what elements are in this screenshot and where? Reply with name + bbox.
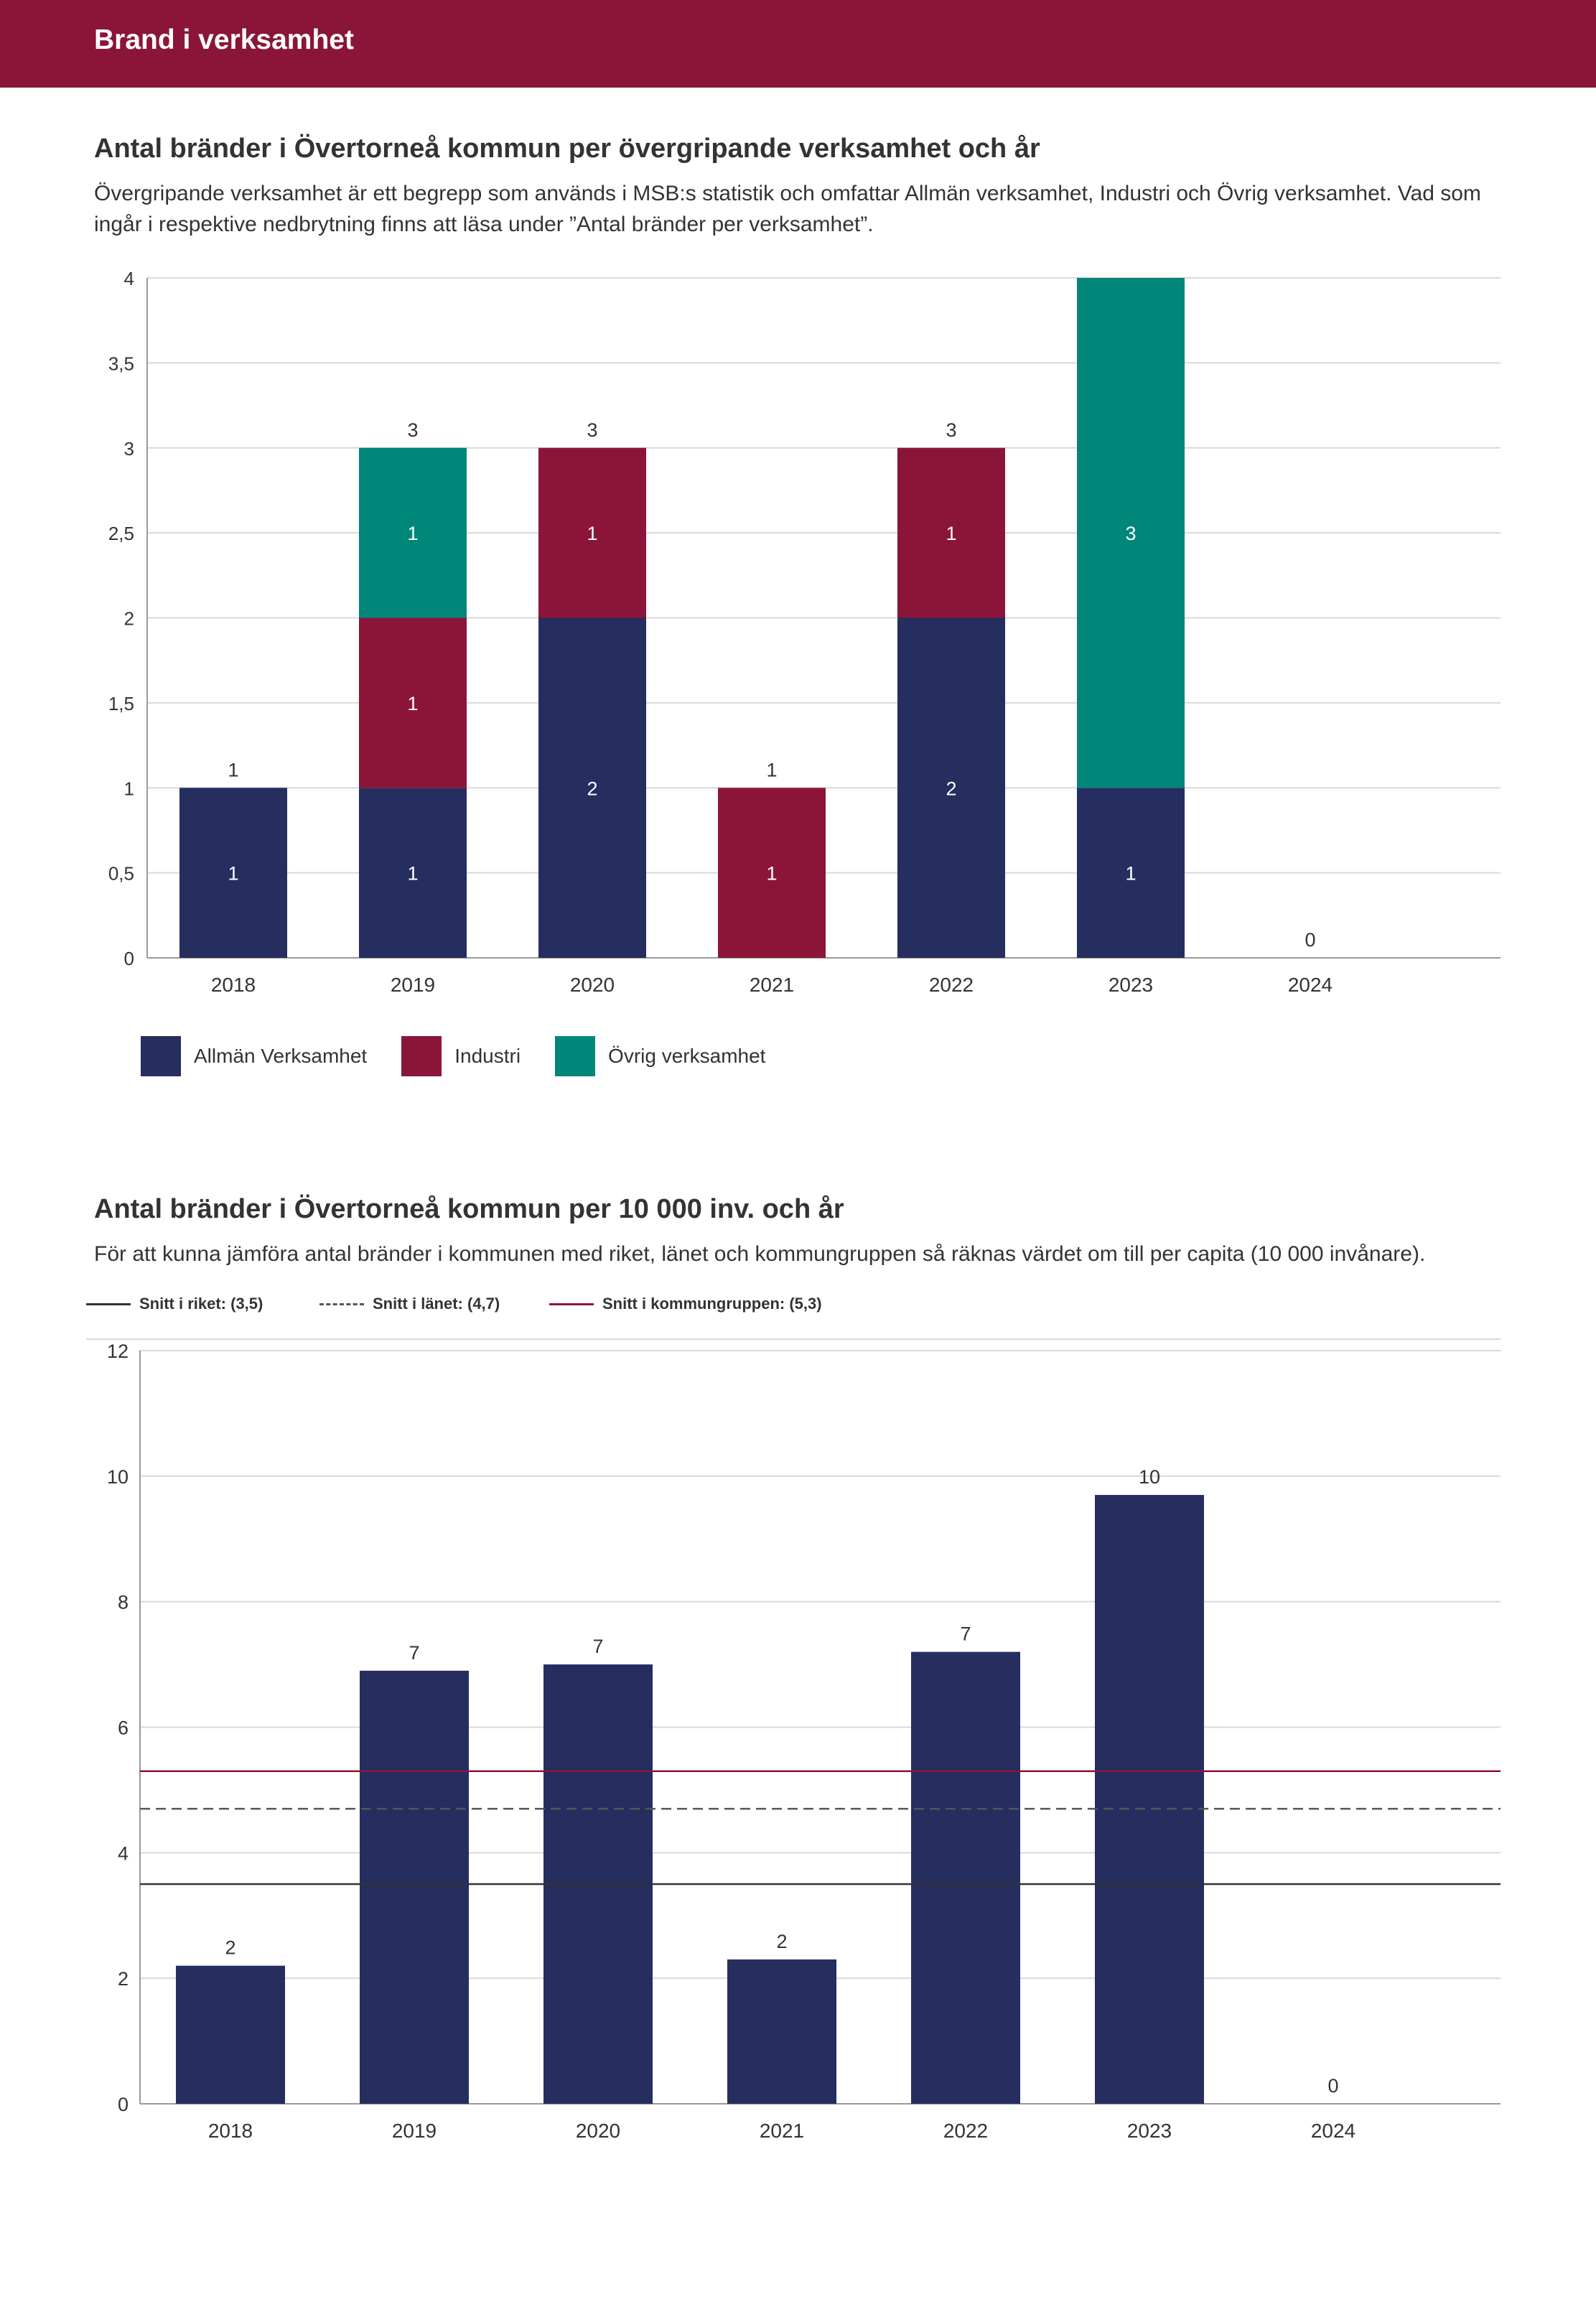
total-label: 1 [766, 759, 777, 780]
bar [1095, 1495, 1204, 2104]
header-title: Brand i verksamhet [94, 24, 354, 55]
bar-segment [718, 788, 826, 958]
ref-legend-kommungrupp-label: Snitt i kommungruppen: (5,3) [602, 1295, 822, 1313]
bar [727, 1959, 836, 2104]
y-tick-label: 3,5 [108, 353, 134, 374]
y-tick-label: 1 [124, 778, 134, 799]
x-tick-label: 2020 [570, 974, 615, 996]
y-tick-label: 8 [118, 1592, 129, 1613]
bar-segment [359, 788, 467, 958]
bar-segment [179, 788, 287, 958]
segment-label: 1 [1125, 863, 1136, 885]
y-tick-label: 6 [118, 1718, 129, 1739]
y-tick-label: 0,5 [108, 863, 134, 885]
bar-segment [1077, 788, 1185, 958]
total-label: 0 [1305, 929, 1315, 951]
total-label: 3 [946, 419, 956, 441]
y-tick-label: 2 [118, 1968, 129, 1990]
bar-segment [538, 617, 646, 958]
legend-label-industri: Industri [454, 1045, 521, 1067]
value-label: 7 [409, 1642, 419, 1664]
ref-legend-riket-label: Snitt i riket: (3,5) [139, 1295, 263, 1313]
y-tick-label: 10 [107, 1466, 129, 1488]
segment-label: 2 [587, 778, 597, 799]
x-tick-label: 2018 [211, 974, 256, 996]
ref-legend-lanet-line [319, 1302, 364, 1305]
bar [911, 1651, 1020, 2104]
bar-segment [359, 617, 467, 788]
ref-legend-kommungrupp: Snitt i kommungruppen: (5,3) [549, 1295, 822, 1313]
ref-legend-riket: Snitt i riket: (3,5) [86, 1295, 263, 1313]
ref-legend-lanet: Snitt i länet: (4,7) [319, 1295, 500, 1313]
value-label: 2 [776, 1931, 787, 1952]
legend-swatch-allman [141, 1036, 181, 1076]
x-tick-label: 2020 [576, 2120, 620, 2142]
total-label: 3 [407, 419, 418, 441]
segment-label: 1 [407, 693, 418, 714]
x-tick-label: 2019 [392, 2120, 437, 2142]
x-tick-label: 2018 [208, 2120, 253, 2142]
bar-segment [897, 447, 1005, 618]
x-tick-label: 2021 [750, 974, 794, 996]
segment-label: 1 [946, 523, 956, 544]
y-tick-label: 12 [107, 1341, 129, 1362]
ref-legend-lanet-label: Snitt i länet: (4,7) [373, 1295, 500, 1313]
x-tick-label: 2024 [1311, 2120, 1355, 2142]
y-tick-label: 4 [118, 1842, 129, 1864]
y-tick-label: 2,5 [108, 523, 134, 544]
bar-segment [359, 447, 467, 618]
x-tick-label: 2022 [929, 974, 974, 996]
x-tick-label: 2023 [1109, 974, 1153, 996]
value-label: 0 [1327, 2075, 1338, 2097]
y-tick-label: 0 [118, 2094, 129, 2115]
x-tick-label: 2019 [391, 974, 435, 996]
ref-legend-kommungrupp-line [549, 1302, 594, 1305]
stacked-bar-chart: 0 0,5 1 1,5 2 2,5 3 3,5 4 1 1 2018 1 1 1 3 2019 2 1 3 2020 1 1… [108, 268, 1501, 996]
segment-label: 1 [228, 863, 238, 885]
value-label: 7 [960, 1623, 971, 1645]
bar-segment [538, 447, 646, 618]
legend-label-allman: Allmän Verksamhet [194, 1045, 368, 1067]
bar-segment [1077, 278, 1185, 788]
x-tick-label: 2023 [1127, 2120, 1172, 2142]
value-label: 7 [592, 1636, 603, 1657]
total-label: 1 [228, 759, 238, 780]
y-tick-label: 0 [124, 948, 134, 969]
value-label: 2 [225, 1937, 235, 1959]
chart1-legend: Allmän Verksamhet Industri Övrig verksam… [141, 1036, 765, 1076]
bar [360, 1670, 469, 2104]
total-label: 3 [587, 419, 597, 441]
bar-segment [897, 617, 1005, 958]
legend-swatch-industri [401, 1036, 442, 1076]
segment-label: 1 [766, 863, 777, 885]
header-bar: Brand i verksamhet [0, 0, 1596, 88]
x-tick-label: 2022 [943, 2120, 988, 2142]
legend-label-ovrig: Övrig verksamhet [608, 1045, 766, 1067]
y-tick-label: 3 [124, 438, 134, 460]
segment-label: 1 [587, 523, 597, 544]
chart2-description: För att kunna jämföra antal bränder i ko… [94, 1242, 1426, 1266]
ref-legend-riket-line [86, 1302, 131, 1305]
bar [176, 1965, 285, 2104]
value-label: 10 [1139, 1466, 1160, 1488]
chart2-title: Antal bränder i Övertorneå kommun per 10… [94, 1194, 844, 1224]
x-tick-label: 2024 [1288, 974, 1333, 996]
legend-swatch-ovrig [555, 1036, 596, 1076]
y-tick-label: 2 [124, 608, 134, 630]
segment-label: 1 [407, 863, 418, 885]
x-tick-label: 2021 [760, 2120, 804, 2142]
segment-label: 2 [946, 778, 956, 799]
segment-label: 1 [407, 523, 418, 544]
y-tick-label: 1,5 [108, 693, 134, 714]
y-tick-label: 4 [124, 268, 134, 289]
per-capita-bar-chart: 0 2 4 6 8 10 12 2 2018 7 2019 7 2020 2 2021 7 2022 10 2023… [86, 1338, 1501, 2142]
chart1-description: Övergripande verksamhet är ett begrepp s… [94, 182, 1481, 236]
segment-label: 3 [1125, 523, 1136, 544]
chart1-title: Antal bränder i Övertorneå kommun per öv… [94, 134, 1040, 164]
